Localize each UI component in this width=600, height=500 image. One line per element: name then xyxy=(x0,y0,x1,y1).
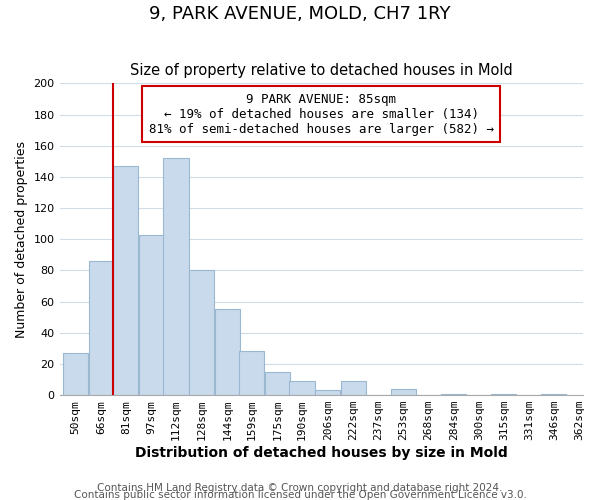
Text: Contains HM Land Registry data © Crown copyright and database right 2024.: Contains HM Land Registry data © Crown c… xyxy=(97,483,503,493)
Bar xyxy=(89,261,114,395)
Bar xyxy=(541,394,566,395)
Text: 9, PARK AVENUE, MOLD, CH7 1RY: 9, PARK AVENUE, MOLD, CH7 1RY xyxy=(149,5,451,23)
Bar xyxy=(189,270,214,395)
Bar xyxy=(341,381,366,395)
Bar xyxy=(113,166,139,395)
Text: 9 PARK AVENUE: 85sqm
← 19% of detached houses are smaller (134)
81% of semi-deta: 9 PARK AVENUE: 85sqm ← 19% of detached h… xyxy=(149,92,494,136)
Bar xyxy=(163,158,188,395)
X-axis label: Distribution of detached houses by size in Mold: Distribution of detached houses by size … xyxy=(135,446,508,460)
Bar xyxy=(491,394,517,395)
Bar xyxy=(239,352,265,395)
Text: Contains public sector information licensed under the Open Government Licence v3: Contains public sector information licen… xyxy=(74,490,526,500)
Title: Size of property relative to detached houses in Mold: Size of property relative to detached ho… xyxy=(130,63,512,78)
Bar xyxy=(441,394,466,395)
Bar xyxy=(139,234,164,395)
Bar xyxy=(265,372,290,395)
Bar xyxy=(391,389,416,395)
Bar xyxy=(63,353,88,395)
Bar xyxy=(289,381,314,395)
Bar xyxy=(315,390,340,395)
Bar xyxy=(215,310,240,395)
Y-axis label: Number of detached properties: Number of detached properties xyxy=(15,140,28,338)
